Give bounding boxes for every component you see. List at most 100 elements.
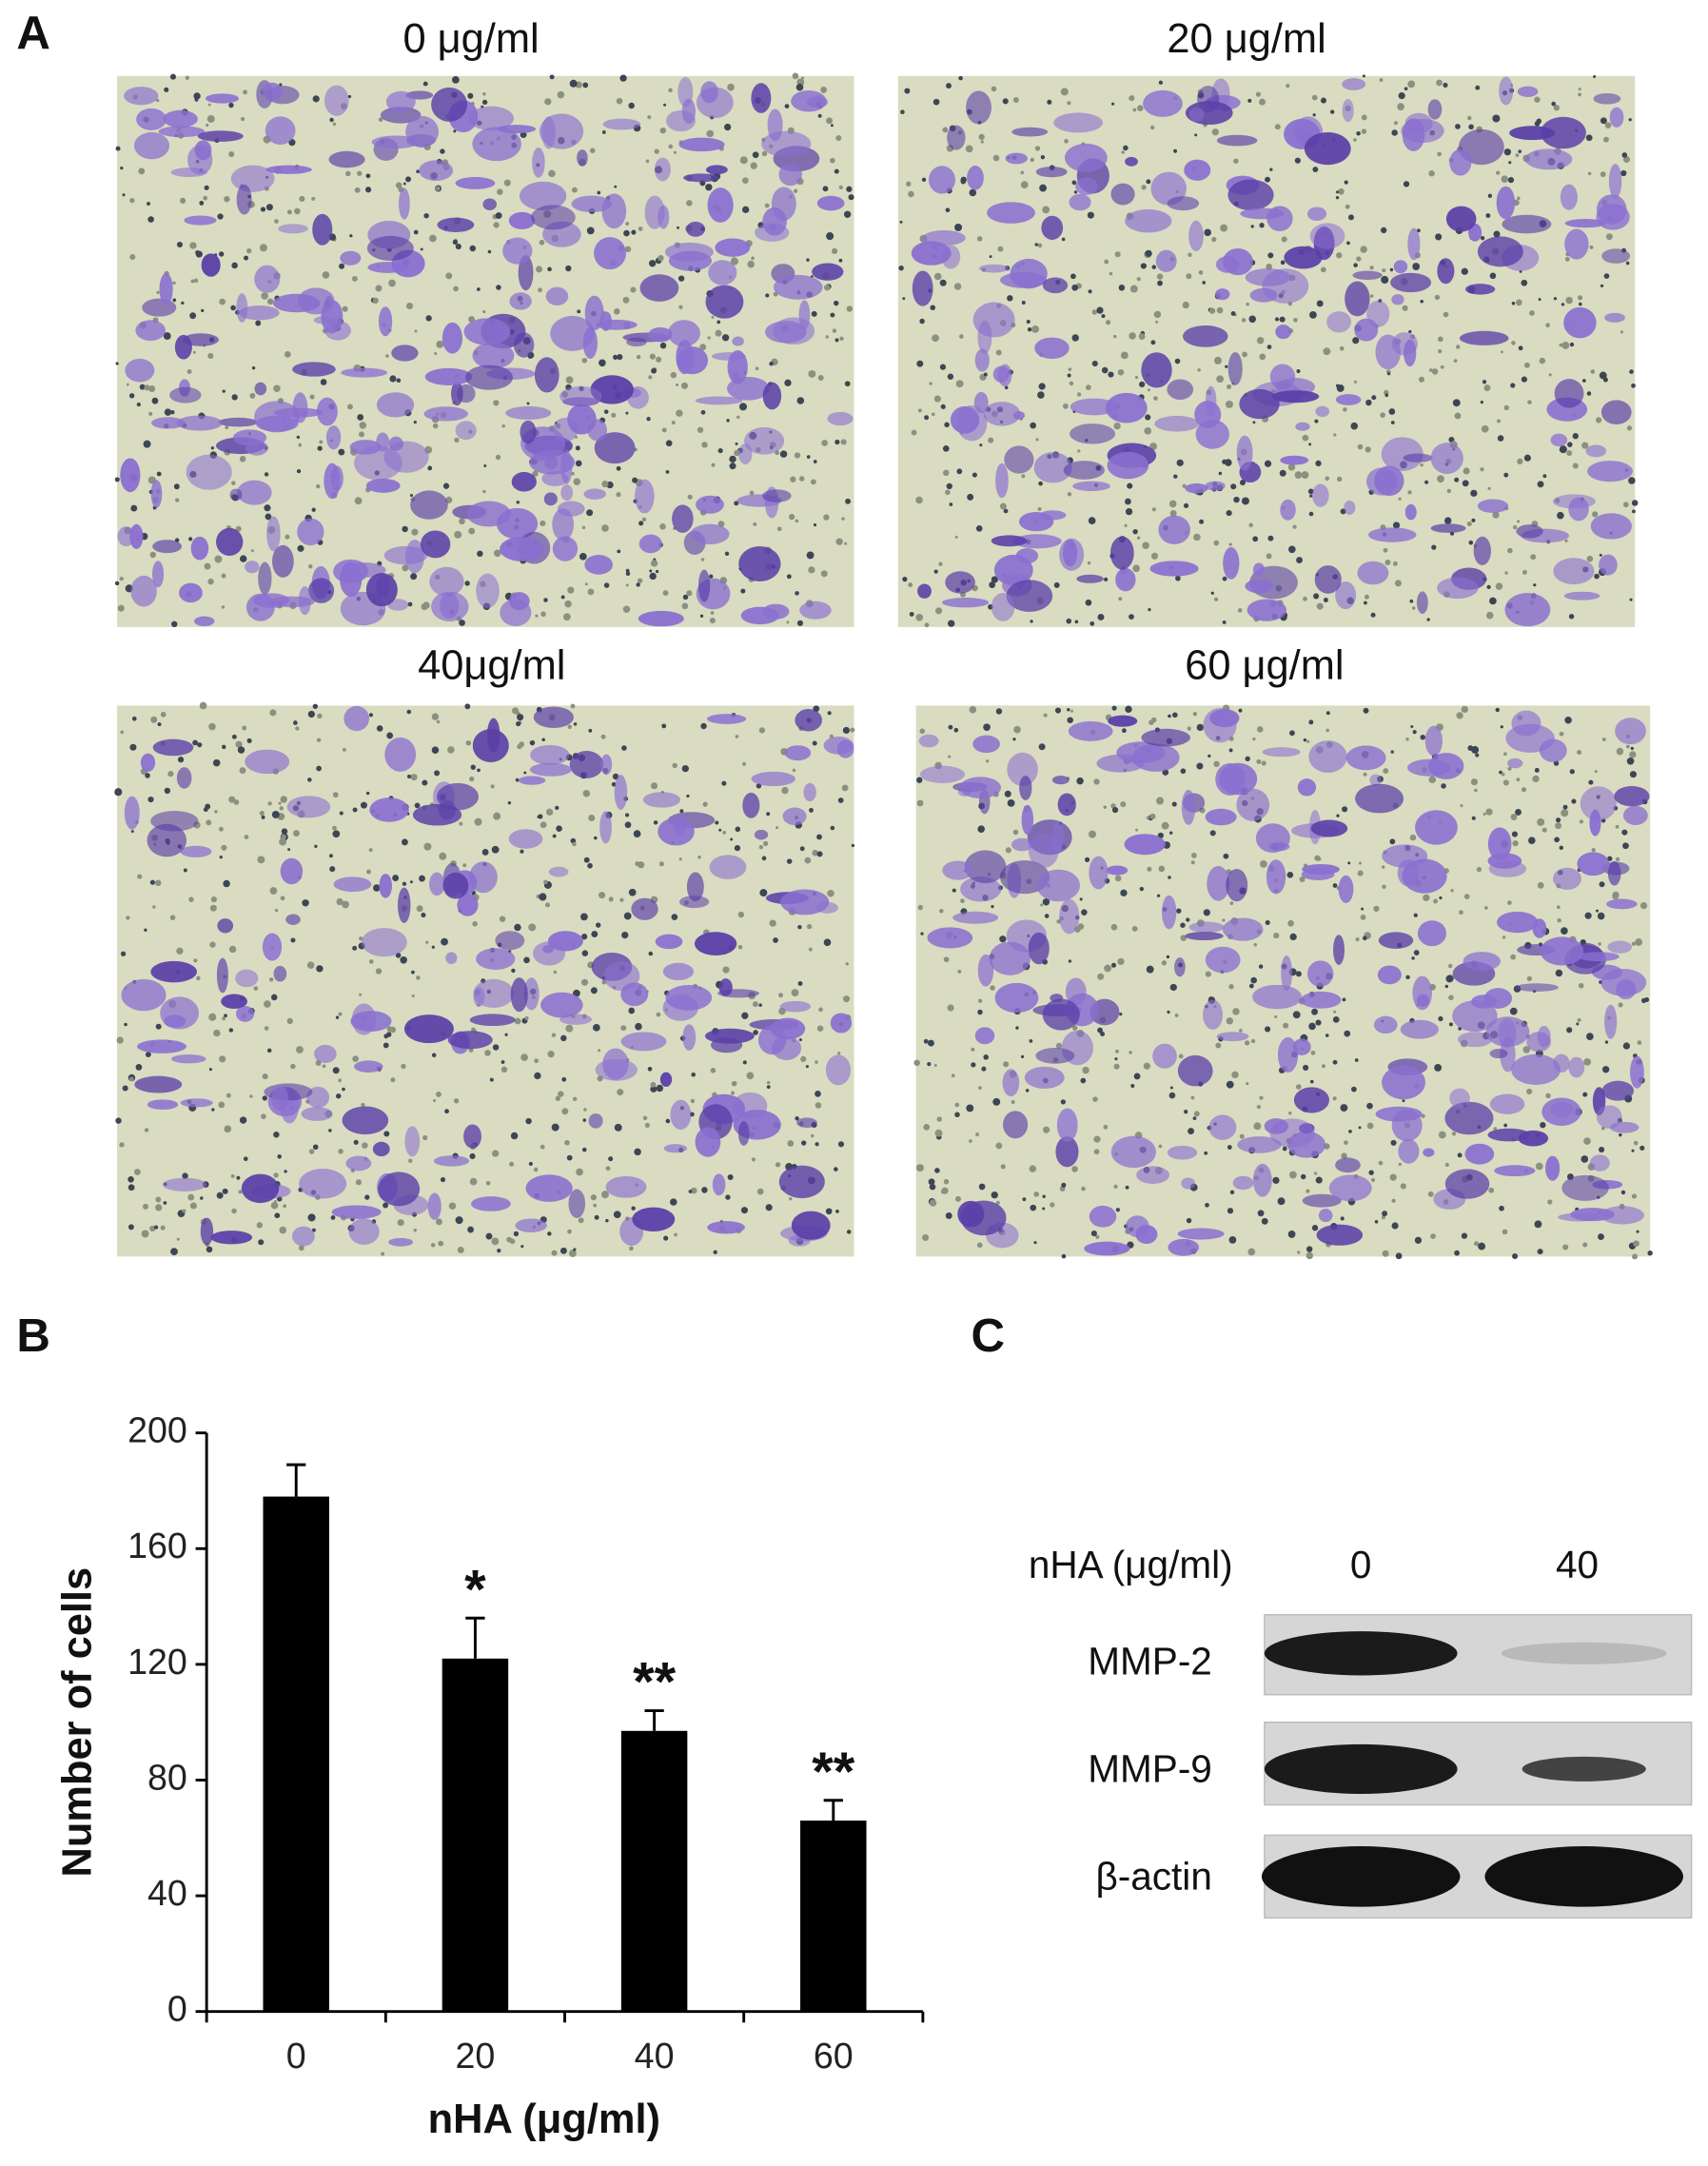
speck [145,773,150,778]
speck [1132,564,1140,573]
speck [705,184,713,191]
cell [662,962,694,981]
cell [727,350,748,384]
cell [330,465,344,491]
cell [130,575,157,607]
speck [501,423,505,428]
speck [1097,1027,1103,1034]
speck [182,1172,188,1179]
speck [1583,1137,1591,1145]
speck [362,1142,368,1149]
speck [601,130,606,134]
cell [1568,1056,1585,1078]
cell [1262,268,1309,304]
speck [746,1072,755,1080]
cell [1437,258,1455,285]
speck [1134,375,1139,380]
speck [397,1219,404,1227]
speck [345,170,351,177]
cell [1041,215,1064,240]
speck [1288,545,1296,554]
speck [1561,341,1570,349]
speck [523,956,530,964]
speck [538,287,542,293]
speck [1625,261,1630,266]
cell [631,897,658,920]
cell [595,1058,638,1081]
speck [1553,105,1561,111]
speck [954,224,963,232]
cell [712,1173,726,1196]
speck [201,308,205,313]
speck [1325,476,1330,482]
speck [1436,1066,1440,1070]
speck [752,151,759,159]
cell [1237,1136,1282,1153]
cell [200,1217,214,1246]
cell [1541,116,1586,149]
cell [147,1099,179,1111]
speck [1279,316,1286,323]
speck [243,89,247,95]
speck [1564,717,1572,724]
speck [734,844,741,852]
speck [281,834,286,840]
speck [164,787,171,795]
speck [1347,861,1351,865]
cell [966,90,991,125]
speck [410,573,418,581]
cell [254,382,267,396]
cell [1033,452,1072,483]
speck [1246,302,1249,306]
speck [126,383,129,386]
cell [552,536,579,561]
cell [137,1039,187,1053]
blot-band [1264,1743,1458,1794]
speck [753,522,757,526]
speck [222,389,226,393]
speck [336,897,344,906]
speck [270,1201,279,1210]
speck [1493,230,1501,238]
cell [1154,415,1200,432]
cell [1269,1118,1315,1149]
speck [1603,273,1610,279]
speck [1261,1217,1268,1225]
speck [1411,956,1415,960]
speck [1361,907,1364,911]
speck [1325,1034,1329,1037]
speck [1093,1135,1101,1143]
speck [769,361,774,366]
cell [1558,1212,1600,1222]
speck [624,813,630,817]
speck [625,222,630,226]
speck [1030,157,1035,163]
speck [1398,497,1402,501]
speck [1155,320,1159,324]
speck [919,318,925,325]
speck [943,469,950,477]
speck [1071,284,1079,291]
speck [1252,737,1256,741]
speck [208,1068,212,1072]
speck [557,90,565,99]
cell [1602,861,1630,876]
speck [1145,249,1152,257]
speck [795,519,799,523]
speck [979,443,983,447]
cell [125,358,155,383]
speck [1118,284,1126,291]
speck [1402,1099,1405,1103]
speck [157,722,162,727]
speck [1532,775,1540,783]
speck [273,384,281,393]
speck [1456,345,1461,349]
speck [1114,1057,1118,1061]
cell [171,1053,206,1064]
speck [1308,443,1312,446]
speck [721,780,727,786]
speck [766,1085,771,1090]
speck [262,1073,268,1080]
cell [780,889,830,916]
speck [776,526,782,532]
